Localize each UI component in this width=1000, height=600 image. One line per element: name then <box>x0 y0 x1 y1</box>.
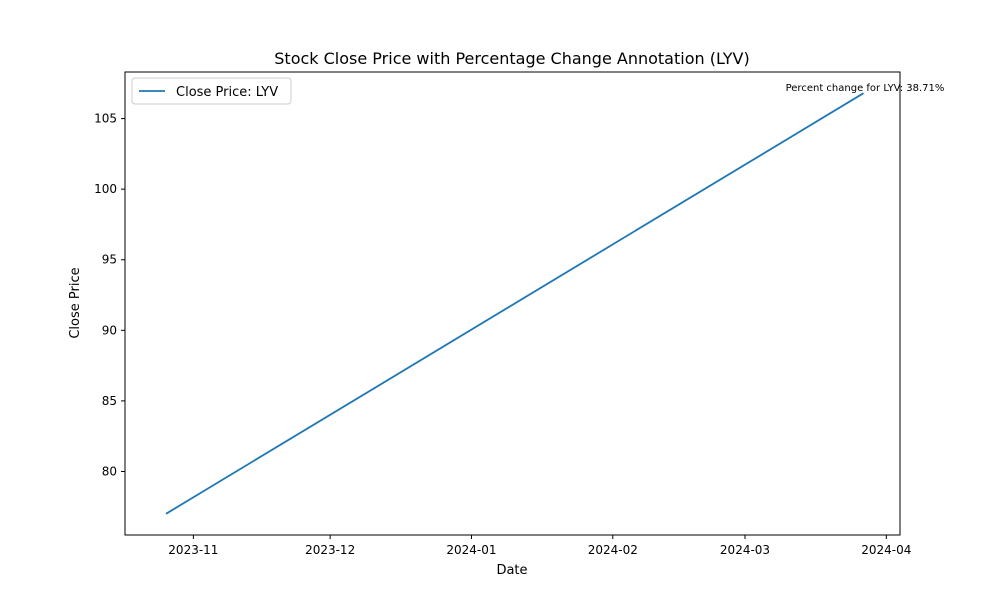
x-tick-label: 2023-11 <box>168 543 218 557</box>
x-tick-label: 2023-12 <box>305 543 355 557</box>
x-axis: 2023-11 2023-12 2024-01 2024-02 2024-03 2024-… <box>168 535 911 557</box>
y-axis: 80 85 90 95 100 105 <box>94 112 125 478</box>
plot-area <box>124 71 901 536</box>
legend: Close Price: LYV <box>131 77 292 105</box>
y-tick-label: 85 <box>102 394 117 408</box>
y-tick-label: 100 <box>94 182 117 196</box>
legend-label: Close Price: LYV <box>176 85 278 100</box>
series-line-lyv <box>165 92 864 515</box>
y-tick-label: 95 <box>102 253 117 267</box>
chart-title: Stock Close Price with Percentage Change… <box>274 49 749 68</box>
legend-box <box>131 77 292 105</box>
x-tick-label: 2024-02 <box>588 543 638 557</box>
percent-change-annotation: Percent change for LYV: 38.71% <box>786 83 945 94</box>
x-tick-label: 2024-04 <box>861 543 911 557</box>
y-tick-label: 90 <box>102 323 117 337</box>
y-axis-label: Close Price <box>68 267 83 338</box>
x-tick-label: 2024-01 <box>446 543 496 557</box>
y-tick-label: 80 <box>102 464 117 478</box>
y-tick-label: 105 <box>94 112 117 126</box>
series-layer <box>165 92 864 515</box>
x-tick-label: 2024-03 <box>720 543 770 557</box>
x-axis-label: Date <box>496 563 527 578</box>
